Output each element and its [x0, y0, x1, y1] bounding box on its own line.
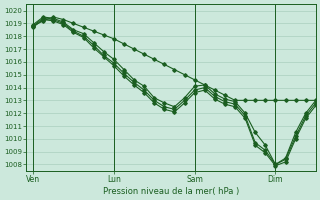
X-axis label: Pression niveau de la mer( hPa ): Pression niveau de la mer( hPa ) — [103, 187, 239, 196]
